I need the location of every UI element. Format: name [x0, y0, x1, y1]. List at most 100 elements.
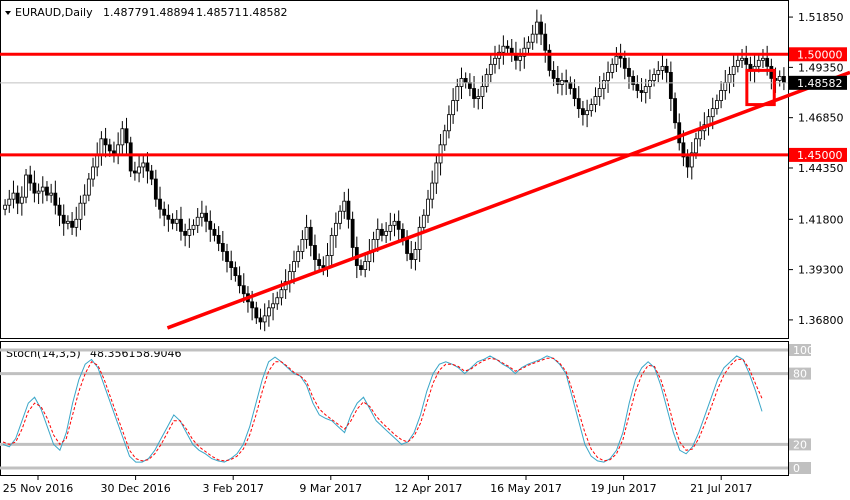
candle-body — [656, 69, 661, 75]
candle-body — [204, 212, 208, 222]
candle-body — [237, 275, 242, 287]
price-tick-label: 1.44350 — [798, 162, 844, 175]
candle-body — [555, 78, 560, 85]
candle-body — [40, 186, 45, 192]
candle-body — [82, 194, 87, 204]
candle-body — [19, 196, 24, 204]
candle-body — [86, 178, 91, 196]
candle-body — [589, 104, 594, 112]
candle-body — [627, 67, 631, 77]
stoch-level-label: 20 — [793, 438, 807, 451]
candle-body — [472, 88, 476, 99]
candle-body — [551, 69, 556, 79]
candle-body — [74, 218, 79, 228]
candle-body — [375, 228, 380, 240]
candle-body — [430, 182, 435, 200]
time-tick-label: 21 Jul 2017 — [690, 482, 752, 495]
indicator-panel-frame — [0, 341, 789, 476]
highlight-box — [745, 68, 776, 107]
candle-body — [639, 90, 644, 93]
candle-body — [317, 259, 322, 266]
candle-body — [359, 265, 363, 270]
candle-body — [501, 45, 506, 53]
candle-body — [564, 80, 569, 83]
candle-body — [765, 57, 770, 67]
candle-body — [543, 33, 548, 51]
candle-body — [652, 74, 657, 81]
candle-body — [275, 297, 280, 305]
candle-body — [183, 230, 188, 236]
candle-body — [153, 178, 158, 200]
candle-body — [191, 224, 196, 230]
candle-body — [782, 76, 786, 83]
candle-body — [426, 198, 430, 216]
candle-body — [70, 220, 74, 228]
candle-body — [530, 33, 535, 43]
candle-body — [120, 128, 125, 146]
time-tick-label: 16 May 2017 — [490, 482, 562, 495]
candle-body — [170, 218, 175, 224]
candle-body — [777, 76, 782, 81]
time-tick-label: 25 Nov 2016 — [3, 482, 73, 495]
candle-body — [279, 289, 284, 299]
candle-body — [141, 162, 146, 168]
candle-body — [635, 84, 640, 91]
candle-body — [769, 65, 774, 79]
candle-body — [467, 82, 472, 89]
candle-body — [689, 152, 694, 168]
candle-body — [731, 65, 736, 75]
time-axis: 25 Nov 2016 30 Dec 2016 3 Feb 2017 9 Mar 20… — [3, 476, 752, 495]
candle-body — [518, 55, 523, 61]
collapse-triangle-icon[interactable] — [5, 11, 11, 15]
candle-body — [132, 170, 137, 174]
candle-body — [480, 86, 485, 97]
candle-body — [417, 226, 422, 250]
candle-body — [254, 307, 259, 319]
candle-body — [572, 88, 577, 99]
time-tick-label: 30 Dec 2016 — [100, 482, 170, 495]
candle-body — [723, 82, 728, 91]
candle-body — [15, 192, 20, 204]
candle-body — [3, 204, 7, 210]
candle-body — [681, 142, 686, 158]
candle-body — [333, 222, 338, 236]
candle-body — [363, 261, 368, 270]
candle-body — [539, 21, 543, 35]
stoch-main-line — [2, 355, 763, 463]
candle-body — [388, 224, 393, 232]
price-tick-label: 1.49350 — [798, 61, 844, 74]
candle-body — [380, 228, 384, 236]
candle-body — [618, 55, 623, 59]
candle-body — [710, 108, 715, 118]
candle-body — [756, 59, 761, 67]
price-tick-label: 1.41800 — [798, 213, 844, 226]
candle-body — [631, 76, 636, 85]
candle-body — [271, 303, 275, 309]
candle-body — [668, 72, 673, 99]
candle-body — [396, 220, 401, 230]
candle-body — [61, 214, 66, 224]
candle-body — [660, 65, 665, 71]
candle-body — [162, 208, 167, 216]
candle-body — [451, 100, 456, 116]
candle-body — [208, 220, 213, 230]
candle-body — [664, 65, 669, 73]
candle-body — [455, 86, 460, 101]
price-panel-frame — [0, 0, 789, 339]
price-tick-label: 1.51850 — [798, 11, 844, 24]
candles-group — [3, 9, 786, 332]
ohlc-close: 1.48582 — [242, 6, 288, 19]
candle-body — [622, 57, 627, 69]
candle-body — [576, 98, 581, 110]
stoch-level-label: 0 — [793, 462, 800, 475]
candle-body — [304, 226, 309, 240]
candle-body — [225, 251, 229, 262]
candle-body — [685, 156, 690, 168]
candle-body — [727, 74, 732, 83]
current-price-marker — [789, 75, 847, 90]
candle-body — [694, 138, 698, 154]
ohlc-open: 1.48779 — [103, 6, 149, 19]
candle-body — [300, 239, 305, 252]
candle-body — [761, 57, 765, 61]
candle-body — [434, 162, 439, 184]
